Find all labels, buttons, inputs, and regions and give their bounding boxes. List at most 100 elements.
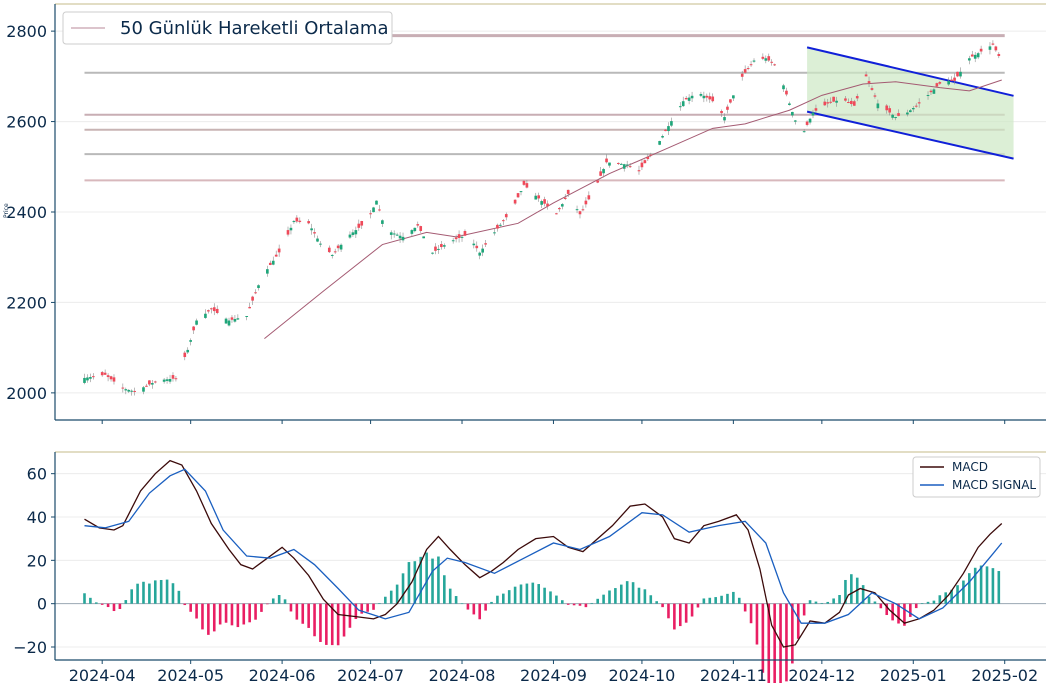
candle-down [369, 213, 372, 215]
macd-histogram-bar [690, 603, 694, 617]
candle-down [823, 101, 827, 106]
candle-up [422, 236, 426, 239]
macd-histogram-bar [667, 603, 670, 619]
candle-up [678, 106, 682, 108]
candle-up [702, 95, 706, 99]
macd-histogram-bar [118, 603, 122, 610]
macd-histogram-bar [720, 595, 723, 604]
macd-histogram-bar [271, 598, 275, 604]
macd-histogram-bar [779, 603, 782, 683]
candle-down [617, 162, 620, 164]
candle-down [749, 64, 753, 66]
macd-histogram-bar [171, 583, 175, 604]
x-tick-label: 2024-06 [249, 666, 316, 683]
candle-up [348, 234, 352, 238]
candle-up [658, 141, 661, 145]
macd-histogram-bar [330, 603, 334, 646]
candle-up [911, 108, 915, 110]
candle-up [835, 100, 838, 103]
x-tick-label: 2024-12 [788, 666, 855, 683]
macd-histogram-bar [218, 603, 222, 625]
price-y-tick-label: 2600 [6, 113, 47, 132]
candle-down [729, 99, 732, 103]
candle-down [566, 189, 570, 194]
candle-down [274, 254, 278, 257]
macd-histogram-bar [224, 603, 228, 623]
macd-histogram-bar [914, 603, 918, 609]
macd-histogram-bar [549, 591, 552, 604]
candle-up [319, 243, 322, 245]
candle-up [372, 207, 375, 213]
candle-up [802, 131, 806, 133]
candle-down [522, 180, 526, 185]
macd-histogram-bar [531, 582, 535, 604]
candle-up [189, 340, 192, 342]
candle-down [454, 237, 458, 240]
macd-histogram-bar [743, 603, 747, 612]
candle-up [481, 248, 484, 253]
macd-histogram-bar [997, 571, 1001, 604]
candle-down [295, 217, 299, 222]
macd-histogram-bar [897, 603, 900, 624]
candle-down [103, 372, 107, 375]
candle-down [248, 306, 251, 309]
macd-histogram-bar [614, 588, 617, 604]
macd-histogram-bar [443, 575, 446, 604]
candle-down [558, 208, 561, 210]
candle-up [245, 316, 249, 317]
macd-histogram-bar [212, 603, 216, 632]
candle-down [357, 223, 361, 228]
macd-histogram-bar [83, 593, 86, 604]
candle-up [690, 95, 694, 99]
macd-histogram-bar [448, 588, 452, 604]
macd-histogram-bar [183, 603, 187, 606]
candle-up [967, 58, 971, 61]
macd-histogram-bar [649, 595, 653, 604]
candle-down [327, 247, 331, 253]
macd-histogram-bar [313, 603, 316, 637]
candle-up [793, 120, 797, 122]
candle-up [460, 236, 464, 238]
candle-up [86, 377, 89, 381]
macd-histogram-bar [832, 598, 835, 604]
candle-down [864, 74, 868, 77]
macd-signal-line [84, 468, 1003, 624]
macd-panel [55, 452, 1046, 660]
macd-histogram-bar [673, 603, 676, 630]
candle-down [251, 296, 254, 301]
candle-up [478, 252, 482, 256]
macd-histogram-bar [507, 590, 511, 604]
candle-up [142, 387, 145, 392]
candle-down [555, 213, 558, 215]
candle-up [909, 110, 912, 113]
price-y-tick-label: 2400 [6, 203, 47, 222]
x-tick-label: 2024-09 [520, 666, 587, 683]
price-legend: 50 Günlük Hareketli Ortalama [62, 11, 393, 45]
macd-histogram-bar [94, 602, 98, 604]
candle-down [832, 96, 835, 102]
candle-down [543, 199, 546, 204]
macd-histogram-bar [236, 603, 240, 628]
candle-down [873, 95, 877, 97]
macd-histogram-bar [360, 603, 364, 614]
macd-histogram-bar [749, 603, 753, 624]
candle-up [151, 383, 154, 385]
candle-up [381, 220, 384, 224]
candle-down [979, 48, 983, 52]
macd-histogram-bar [136, 583, 139, 604]
candle-up [499, 224, 502, 226]
candle-up [519, 191, 523, 193]
macd-histogram-bar [460, 603, 464, 605]
candle-down [664, 129, 667, 132]
macd-legend-label: MACD [952, 460, 988, 474]
candle-down [897, 113, 900, 116]
candle-up [681, 101, 685, 107]
candle-down [829, 101, 833, 103]
macd-histogram-bar [903, 603, 906, 626]
candle-down [991, 43, 995, 45]
candle-down [457, 234, 461, 238]
candle-down [805, 121, 809, 125]
macd-histogram-bar [962, 580, 965, 604]
macd-histogram-bar [826, 601, 830, 604]
candle-down [212, 307, 216, 312]
